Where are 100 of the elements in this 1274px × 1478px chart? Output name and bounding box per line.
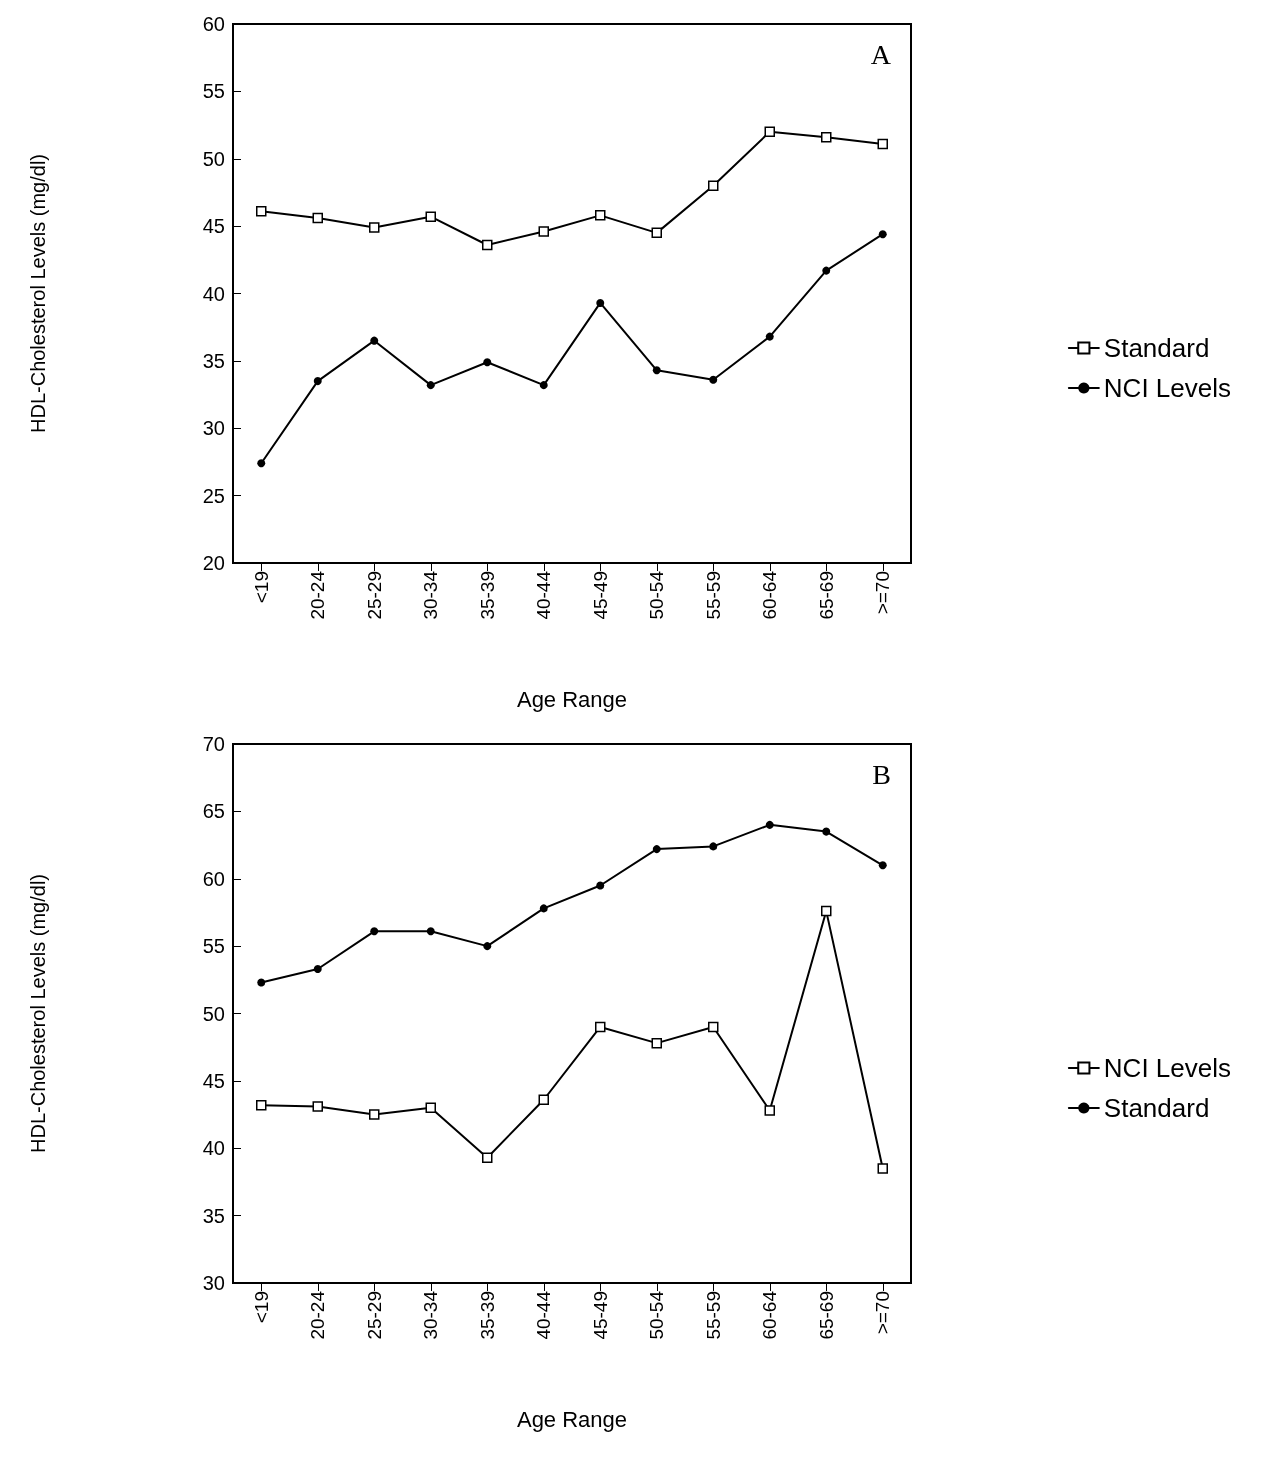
y-tick-label: 60 [202, 13, 225, 35]
y-tick-label: 30 [202, 1272, 225, 1294]
point [878, 861, 887, 870]
point [877, 1163, 888, 1174]
point [651, 227, 662, 239]
point [370, 336, 379, 345]
x-tick-label: 60-64 [759, 570, 781, 620]
x-tick-label: 45-49 [589, 571, 611, 620]
point [821, 131, 832, 143]
point [425, 211, 436, 222]
point [256, 206, 267, 217]
x-tick-label: 65-69 [815, 571, 837, 620]
point [764, 126, 775, 138]
x-axis-title: Age Range [516, 1406, 628, 1432]
point [483, 942, 492, 951]
point [482, 239, 493, 251]
point [652, 845, 661, 854]
y-tick-label: 45 [202, 215, 225, 238]
x-axis-title: Age Range [516, 686, 628, 712]
annotation: A [870, 38, 892, 70]
point [312, 1101, 323, 1112]
point [426, 381, 435, 390]
point [483, 358, 492, 367]
legend-label: NCI Levels [1103, 1053, 1231, 1083]
point [821, 905, 832, 917]
x-tick-label: 20-24 [307, 570, 329, 620]
point [369, 222, 380, 233]
x-tick-label: >=70 [872, 571, 894, 615]
point [425, 1102, 436, 1114]
point [596, 881, 605, 890]
point [256, 1099, 267, 1111]
point [709, 842, 718, 851]
point [539, 381, 548, 390]
x-tick-label: 25-29 [363, 571, 385, 620]
y-tick-label: 55 [202, 80, 225, 103]
point [708, 1021, 719, 1033]
point [709, 375, 718, 384]
annotation: B [872, 758, 892, 790]
x-tick-label: <19 [250, 1291, 272, 1324]
point [652, 366, 661, 375]
point [312, 212, 323, 224]
y-tick-label: 50 [202, 147, 225, 170]
y-tick-label: 55 [202, 935, 225, 958]
x-tick-label: 40-44 [533, 1290, 555, 1340]
point [878, 230, 887, 239]
point [651, 1037, 662, 1049]
x-tick-label: 65-69 [815, 1291, 837, 1340]
y-tick-label: 65 [202, 800, 225, 823]
y-tick-label: 20 [202, 552, 225, 574]
y-tick-label: 40 [202, 282, 225, 305]
y-tick-label: 30 [202, 417, 225, 440]
point [877, 138, 888, 150]
point [482, 1152, 493, 1163]
legend-label: NCI Levels [1103, 373, 1231, 403]
x-tick-label: 30-34 [420, 1290, 442, 1340]
point [595, 210, 606, 221]
y-tick-label: 40 [202, 1137, 225, 1160]
y-tick-label: 35 [202, 349, 225, 372]
point [426, 927, 435, 936]
point [370, 927, 379, 936]
point [369, 1109, 380, 1120]
y-axis-title: HDL-Cholesterol Levels (mg/dl) [27, 874, 49, 1153]
x-tick-label: 35-39 [476, 1291, 498, 1340]
point [822, 827, 831, 836]
point [538, 1094, 549, 1105]
point [313, 377, 322, 386]
x-tick-label: 25-29 [363, 1291, 385, 1340]
x-tick-label: 40-44 [533, 570, 555, 620]
x-tick-label: 30-34 [420, 570, 442, 620]
x-tick-label: 55-59 [702, 571, 724, 620]
point [257, 459, 266, 468]
y-tick-label: 50 [202, 1002, 225, 1025]
y-tick-label: 35 [202, 1204, 225, 1227]
point [257, 978, 266, 987]
x-tick-label: 45-49 [589, 1291, 611, 1340]
point [538, 226, 549, 237]
legend-label: Standard [1103, 1093, 1210, 1123]
legend-label: Standard [1103, 333, 1210, 363]
point [708, 180, 719, 191]
point [313, 965, 322, 974]
point [765, 820, 774, 829]
point [596, 298, 605, 307]
x-tick-label: 55-59 [702, 1291, 724, 1340]
x-tick-label: 20-24 [307, 1290, 329, 1340]
y-tick-label: 45 [202, 1069, 225, 1092]
point [764, 1105, 775, 1116]
x-tick-label: 60-64 [759, 1290, 781, 1340]
y-axis-title: HDL-Cholesterol Levels (mg/dl) [27, 154, 49, 433]
y-tick-label: 60 [202, 867, 225, 890]
y-tick-label: 25 [202, 484, 225, 507]
x-tick-label: 50-54 [646, 1290, 668, 1340]
y-tick-label: 70 [202, 733, 225, 755]
x-tick-label: 35-39 [476, 571, 498, 620]
point [595, 1021, 606, 1033]
x-tick-label: <19 [250, 571, 272, 604]
x-tick-label: 50-54 [646, 570, 668, 620]
point [539, 904, 548, 913]
point [765, 332, 774, 341]
x-tick-label: >=70 [872, 1291, 894, 1335]
point [822, 266, 831, 275]
